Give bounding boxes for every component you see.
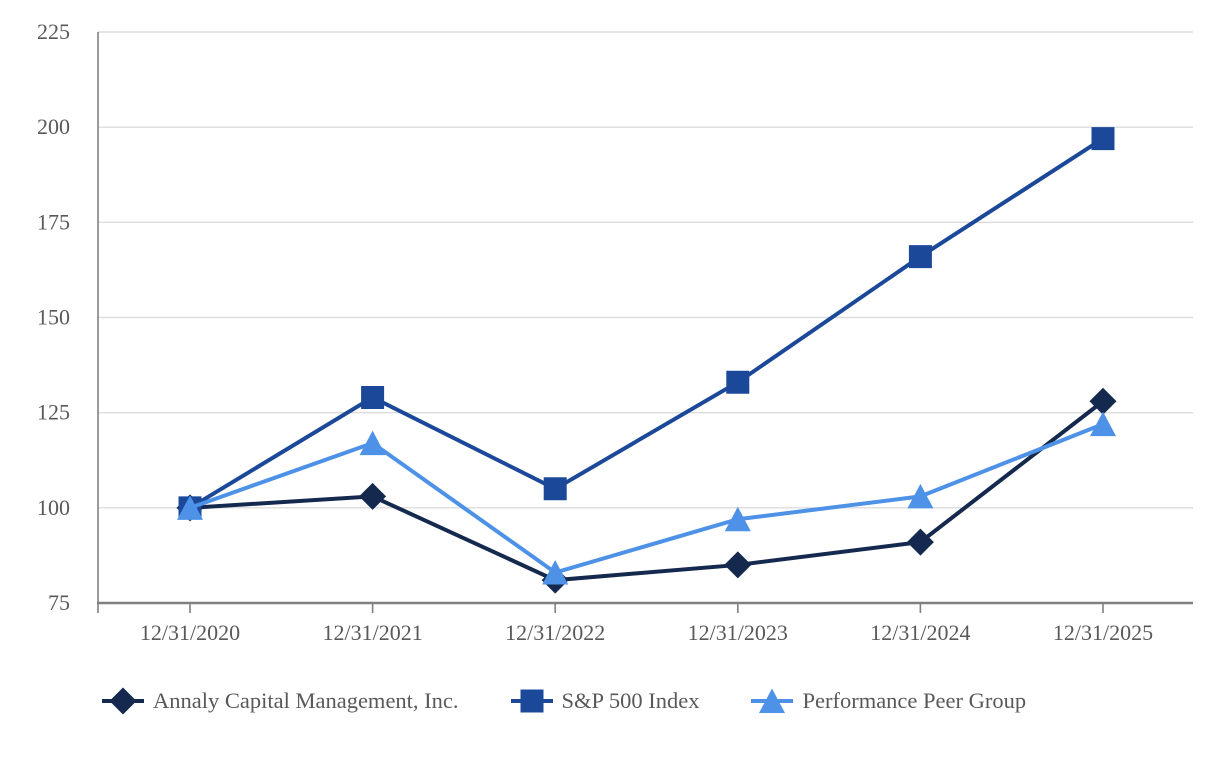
- triangle-data-point-performance-peer-group: [724, 506, 751, 532]
- square-data-point-s-p-500-index: [1091, 127, 1115, 151]
- diamond-marker-icon: [102, 687, 144, 715]
- triangle-data-point-performance-peer-group: [359, 430, 386, 456]
- y-tick-label: 150: [37, 305, 70, 330]
- legend-triangle-glyph: [759, 688, 786, 713]
- square-data-point-s-p-500-index: [726, 370, 750, 394]
- y-tick-label: 125: [37, 400, 70, 425]
- square-data-point-s-p-500-index: [361, 385, 385, 409]
- diamond-data-point-annaly-capital-management-inc: [359, 482, 387, 510]
- diamond-data-point-annaly-capital-management-inc: [724, 551, 752, 579]
- legend-label-sp500: S&P 500 Index: [561, 688, 700, 713]
- y-tick-label: 200: [37, 114, 70, 139]
- triangle-data-point-performance-peer-group: [907, 483, 934, 509]
- square-data-point-s-p-500-index: [908, 245, 932, 269]
- y-tick-label: 175: [37, 209, 70, 234]
- diamond-data-point-annaly-capital-management-inc: [906, 528, 934, 556]
- triangle-marker-icon: [751, 688, 794, 713]
- y-tick-label: 225: [37, 19, 70, 44]
- x-tick-label: 12/31/2020: [140, 620, 240, 645]
- legend-diamond-glyph: [109, 687, 137, 715]
- x-tick-label: 12/31/2022: [505, 620, 605, 645]
- x-tick-label: 12/31/2021: [322, 620, 422, 645]
- triangle-data-point-performance-peer-group: [542, 560, 569, 585]
- triangle-data-point-performance-peer-group: [177, 495, 203, 520]
- legend-label-peer-group: Performance Peer Group: [802, 688, 1027, 713]
- legend-label-annaly: Annaly Capital Management, Inc.: [153, 688, 459, 713]
- line-chart-plot-area: 12/31/2020 12/31/2021 12/31/2022 12/31/2023…: [37, 19, 1193, 645]
- x-tick-label: 12/31/2025: [1053, 620, 1153, 645]
- chart-legend: Annaly Capital Management, Inc. S&P 500 …: [100, 686, 1026, 716]
- legend-item-sp500-index: S&P 500 Index: [509, 686, 700, 716]
- y-tick-label: 100: [37, 495, 70, 520]
- x-tick-label: 12/31/2023: [688, 620, 788, 645]
- x-tick-label: 12/31/2024: [870, 620, 970, 645]
- square-marker-icon: [510, 689, 553, 713]
- diamond-data-point-annaly-capital-management-inc: [1089, 387, 1117, 415]
- legend-square-glyph: [520, 689, 544, 713]
- triangle-data-point-performance-peer-group: [1090, 411, 1116, 437]
- legend-item-annaly-capital-management: Annaly Capital Management, Inc.: [100, 686, 459, 716]
- series-line-s-p-500-index: [188, 136, 1105, 510]
- y-tick-label: 75: [48, 590, 70, 615]
- legend-item-performance-peer-group: Performance Peer Group: [749, 686, 1026, 716]
- square-data-point-s-p-500-index: [543, 477, 567, 501]
- series-line-annaly-capital-management-inc: [189, 399, 1105, 583]
- series-line-performance-peer-group: [189, 422, 1104, 575]
